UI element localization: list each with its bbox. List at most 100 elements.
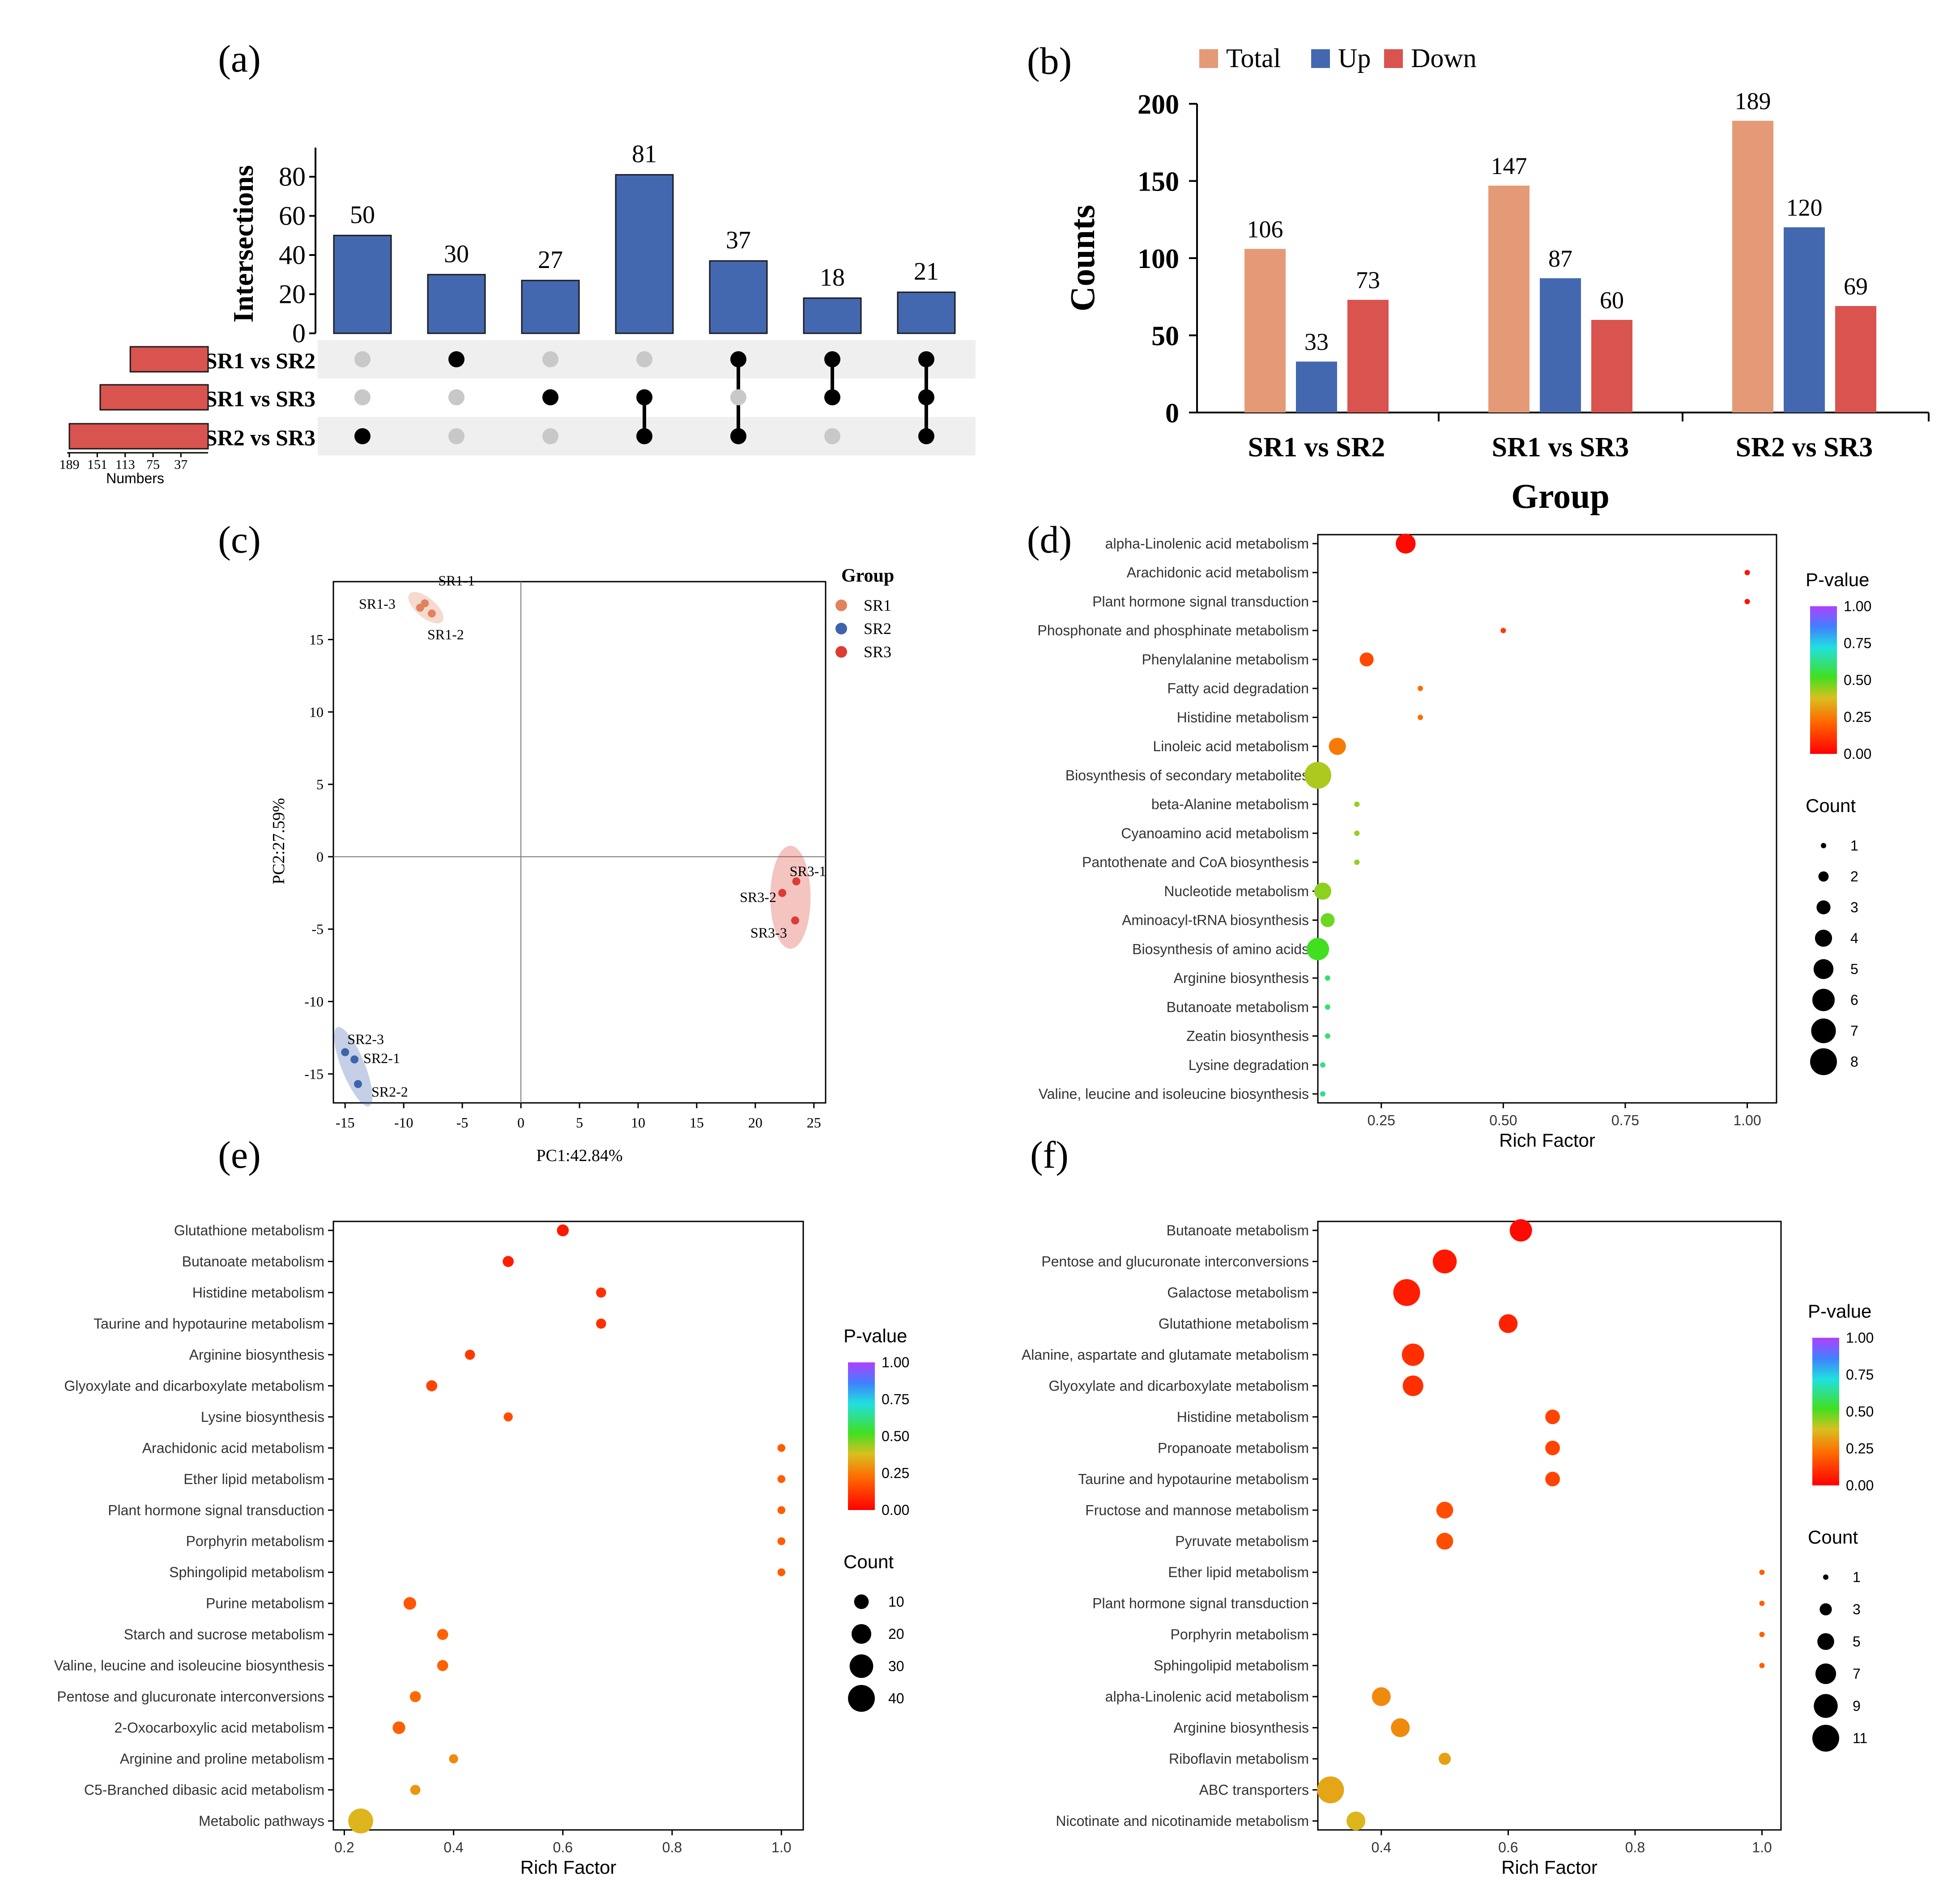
set-size-bar — [99, 384, 209, 411]
legend-swatch-sr3 — [835, 646, 847, 658]
panel-label: (e) — [218, 1133, 260, 1176]
panel-d: (d) alpha-Linolenic acid metabolism Arachi… — [1027, 518, 1871, 1151]
legend-label-up: Up — [1338, 43, 1371, 73]
legend-label-down: Down — [1411, 43, 1477, 73]
matrix-dot-inactive — [354, 351, 371, 367]
pathway-label: Pantothenate and CoA biosynthesis — [1082, 854, 1309, 870]
count-legend-dot — [1817, 1633, 1834, 1650]
enrichment-bubble — [410, 1785, 421, 1795]
enrichment-bubble — [503, 1256, 514, 1267]
count-legend-dot — [1810, 1048, 1837, 1075]
sample-point — [428, 609, 436, 618]
pvalue-tick-label: 0.00 — [1844, 746, 1871, 762]
count-legend-dot — [1816, 900, 1831, 915]
pathway-label: Zeatin biosynthesis — [1186, 1028, 1309, 1044]
pathway-label: Ether lipid metabolism — [183, 1471, 324, 1487]
legend-label-total: Total — [1226, 43, 1281, 73]
enrichment-bubble — [1396, 533, 1416, 554]
pathway-label: Porphyrin metabolism — [1171, 1626, 1309, 1642]
count-legend-dot — [1815, 1663, 1836, 1685]
y-tick-label: 15 — [309, 631, 324, 647]
enrichment-bubble — [437, 1660, 448, 1671]
bar-total — [1244, 249, 1286, 413]
pvalue-tick-label: 0.00 — [882, 1502, 909, 1518]
set-name-label: SR1 vs SR3 — [205, 386, 315, 411]
pathway-label: alpha-Linolenic acid metabolism — [1105, 1689, 1309, 1705]
enrichment-bubble — [1436, 1502, 1453, 1519]
matrix-dot-inactive — [448, 389, 464, 405]
pvalue-tick-label: 0.25 — [1846, 1441, 1874, 1457]
legend-swatch-sr2 — [835, 623, 847, 634]
pvalue-legend-title: P-value — [844, 1325, 907, 1346]
y-tick-label: 0 — [316, 849, 324, 865]
intersection-bar — [615, 174, 674, 334]
enrichment-bubble — [1306, 938, 1329, 961]
count-legend-dot — [1818, 871, 1829, 882]
bar-value-label: 33 — [1304, 328, 1329, 355]
count-tick-label: 5 — [1853, 1634, 1861, 1650]
pathway-label: Fatty acid degradation — [1167, 681, 1309, 697]
panel-f: (f) Butanoate metabolism Pentose and glucu… — [1022, 1133, 1874, 1878]
sample-label: SR3-1 — [790, 863, 827, 879]
pathway-label: Valine, leucine and isoleucine biosynthe… — [54, 1658, 324, 1674]
pathway-label: Plant hormone signal transduction — [108, 1502, 324, 1518]
count-tick-label: 10 — [888, 1594, 904, 1610]
enrichment-bubble — [1509, 1219, 1532, 1242]
group-ellipse-sr2 — [334, 1027, 373, 1106]
pathway-label: Biosynthesis of amino acids — [1132, 941, 1309, 957]
enrichment-bubble — [1359, 652, 1374, 667]
count-tick-label: 5 — [1850, 961, 1858, 977]
matrix-dot-inactive — [448, 428, 464, 444]
intersection-value-label: 21 — [914, 258, 939, 285]
enrichment-bubble — [596, 1319, 606, 1329]
count-legend-dot — [1811, 1018, 1836, 1043]
x-axis-title: Rich Factor — [1499, 1130, 1595, 1151]
pathway-label: Valine, leucine and isoleucine biosynthe… — [1039, 1086, 1309, 1102]
matrix-dot-inactive — [824, 428, 840, 444]
enrichment-bubble — [1372, 1687, 1391, 1706]
enrichment-bubble — [1744, 599, 1750, 604]
pvalue-colorbar — [848, 1362, 875, 1510]
enrichment-bubble — [1354, 830, 1360, 836]
bar-total — [1488, 185, 1530, 413]
count-legend-title: Count — [1806, 795, 1856, 816]
matrix-dot-inactive — [542, 351, 558, 367]
enrichment-bubble — [1354, 801, 1360, 807]
x-axis-title: Group — [1511, 476, 1610, 515]
enrichment-bubble — [1354, 859, 1360, 865]
y-tick-label: 150 — [1138, 167, 1179, 197]
pathway-label: Fructose and mannose metabolism — [1085, 1502, 1309, 1518]
enrichment-bubble — [1545, 1440, 1560, 1455]
matrix-dot-active — [918, 389, 934, 405]
legend-swatch-up — [1311, 49, 1330, 68]
enrichment-bubble — [1759, 1632, 1765, 1638]
set-size-tick-label: 37 — [174, 457, 187, 472]
bar-up — [1784, 227, 1825, 413]
count-tick-label: 30 — [888, 1658, 904, 1674]
enrichment-bubble — [1545, 1409, 1560, 1425]
legend-swatch-down — [1384, 49, 1403, 68]
pathway-label: Arginine biosynthesis — [1174, 1720, 1309, 1736]
pvalue-legend-title: P-value — [1806, 569, 1869, 590]
x-tick-label: 10 — [631, 1115, 645, 1131]
enrichment-bubble — [464, 1349, 475, 1360]
y-tick-label: -15 — [304, 1066, 324, 1082]
enrichment-bubble — [1391, 1718, 1410, 1737]
matrix-dot-active — [542, 389, 558, 405]
panel-label: (d) — [1027, 518, 1072, 561]
x-axis-title: PC1:42.84% — [536, 1146, 622, 1165]
pathway-label: Pyruvate metabolism — [1175, 1533, 1309, 1549]
enrichment-bubble — [449, 1754, 458, 1764]
intersection-value-label: 18 — [820, 264, 845, 291]
pathway-label: Nucleotide metabolism — [1164, 883, 1309, 899]
pathway-label: beta-Alanine metabolism — [1151, 796, 1309, 813]
x-tick-label: 0.8 — [662, 1839, 682, 1855]
matrix-dot-active — [918, 351, 934, 367]
pathway-label: Phosphonate and phosphinate metabolism — [1037, 622, 1309, 638]
intersection-value-label: 37 — [726, 226, 751, 254]
bar-down — [1347, 300, 1389, 413]
group-ellipse-sr3 — [770, 846, 811, 949]
x-tick-label: 1.0 — [771, 1839, 791, 1855]
matrix-dot-active — [824, 389, 840, 405]
